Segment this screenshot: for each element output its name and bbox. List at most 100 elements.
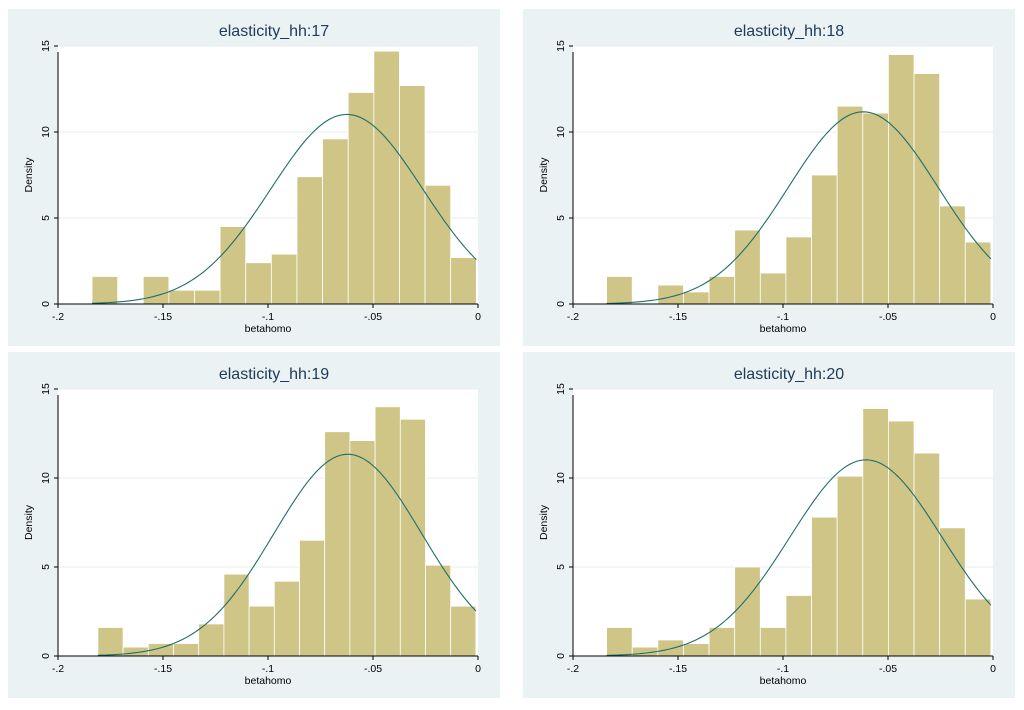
histogram-bar	[657, 639, 684, 657]
histogram-bar	[324, 431, 351, 657]
histogram-bar	[836, 475, 864, 657]
histogram-bar	[759, 627, 787, 657]
histogram-bar	[888, 54, 915, 305]
x-tick-label: 0	[475, 663, 481, 675]
x-tick-label: 0	[475, 311, 481, 323]
histogram-bar	[450, 257, 477, 305]
y-tick-label: 5	[40, 215, 52, 221]
histogram-bar	[888, 420, 915, 657]
histogram-bar	[374, 406, 401, 657]
histogram-chart-hh18: elasticity_hh:18 0 5 10 15 -.2 -.15 -.1 -.05 0 bet…	[538, 23, 996, 335]
y-tick-label: 0	[40, 301, 52, 307]
histogram-chart-hh20: elasticity_hh:20 0 5 10 15 -.2 -.15 -.1 -.05 0 bet…	[538, 366, 996, 687]
x-tick-label: -.2	[52, 311, 64, 323]
x-tick-label: -.2	[567, 311, 579, 323]
y-tick-label: 10	[555, 472, 567, 484]
y-axis-title: Density	[538, 504, 550, 540]
histogram-panel-hh18: elasticity_hh:18 0 5 10 15 -.2 -.15 -.1 -.05 0 bet…	[523, 9, 1015, 346]
x-tick-label: -.1	[262, 663, 274, 675]
y-tick-label: 15	[555, 40, 567, 52]
histogram-bar	[248, 605, 275, 657]
chart-title: elasticity_hh:17	[219, 23, 329, 40]
y-tick-label: 0	[555, 301, 567, 307]
x-axis-title: betahomo	[760, 323, 807, 335]
normal-density-curve	[606, 111, 992, 304]
histogram-bar	[219, 226, 247, 305]
histogram-bar	[399, 418, 426, 657]
histogram-bar	[97, 627, 124, 657]
y-tick-label: 5	[40, 564, 52, 570]
histogram-bar	[708, 627, 736, 657]
histogram-bar	[964, 241, 992, 305]
histogram-bar	[939, 205, 966, 305]
x-tick-label: -.2	[567, 663, 579, 675]
histogram-bar	[245, 262, 272, 305]
x-tick-label: -.05	[364, 311, 382, 323]
x-axis-title: betahomo	[245, 323, 292, 335]
histogram-bar	[347, 92, 375, 305]
y-tick-label: 10	[555, 126, 567, 138]
x-tick-label: -.05	[364, 663, 382, 675]
histogram-chart-hh17: elasticity_hh:17 0 5 10 15 -.2 -.15 -.1 -.05 0 bet…	[23, 23, 481, 335]
histogram-bar	[964, 598, 992, 657]
histogram-bar	[913, 73, 941, 305]
histogram-bar	[708, 276, 736, 305]
histogram-bar	[399, 85, 426, 305]
chart-title: elasticity_hh:18	[734, 23, 844, 40]
normal-density-curve	[92, 113, 477, 304]
x-tick-label: -.1	[777, 311, 789, 323]
y-tick-label: 10	[40, 126, 52, 138]
y-tick-label: 0	[40, 653, 52, 659]
histogram-bar	[373, 50, 400, 305]
y-axis-title: Density	[23, 157, 35, 193]
y-tick-label: 0	[555, 653, 567, 659]
histogram-bar	[198, 623, 225, 657]
x-tick-label: -.1	[777, 663, 789, 675]
histogram-bar	[785, 595, 812, 657]
x-tick-label: -.05	[879, 663, 897, 675]
x-tick-label: 0	[990, 311, 996, 323]
y-tick-label: 10	[40, 472, 52, 484]
histogram-bar	[785, 236, 812, 305]
x-axis-title: betahomo	[760, 675, 807, 687]
x-tick-label: -.15	[669, 663, 687, 675]
histogram-bar	[913, 452, 941, 657]
y-tick-label: 5	[555, 564, 567, 570]
normal-density-curve	[606, 459, 992, 656]
histogram-bar	[173, 643, 200, 657]
histogram-bar	[450, 605, 477, 657]
x-tick-label: -.15	[154, 663, 172, 675]
histogram-bar	[836, 105, 864, 305]
histogram-bar	[862, 112, 889, 305]
x-tick-label: 0	[990, 663, 996, 675]
x-tick-label: -.2	[52, 663, 64, 675]
y-tick-label: 15	[40, 383, 52, 395]
histogram-bar	[606, 627, 633, 657]
histogram-bar	[683, 643, 710, 657]
x-tick-label: -.1	[262, 311, 274, 323]
histogram-bar	[194, 289, 221, 305]
histogram-bar	[939, 527, 966, 657]
histogram-chart-hh19: elasticity_hh:19 0 5 10 15 -.2 -.15 -.1 -.05 0 bet…	[23, 366, 481, 687]
histogram-bar	[168, 289, 195, 305]
histogram-bar	[425, 564, 452, 657]
histogram-bar	[734, 566, 761, 657]
normal-density-curve	[97, 453, 477, 656]
histogram-panel-hh17: elasticity_hh:17 0 5 10 15 -.2 -.15 -.1 -.05 0 bet…	[8, 9, 500, 346]
x-tick-label: -.15	[154, 311, 172, 323]
histogram-bar	[606, 276, 633, 305]
y-tick-label: 5	[555, 215, 567, 221]
histogram-bar	[811, 516, 838, 657]
histogram-bar	[811, 174, 838, 305]
chart-title: elasticity_hh:19	[219, 366, 329, 383]
histogram-bar	[273, 580, 300, 657]
histogram-bar	[349, 440, 376, 657]
x-tick-label: -.05	[879, 311, 897, 323]
histogram-bar	[759, 272, 787, 305]
x-axis-title: betahomo	[245, 675, 292, 687]
y-axis-title: Density	[538, 157, 550, 193]
histogram-bar	[270, 253, 298, 305]
histogram-panel-hh20: elasticity_hh:20 0 5 10 15 -.2 -.15 -.1 -.05 0 bet…	[523, 352, 1015, 698]
histogram-bar	[424, 184, 452, 305]
histogram-bar	[322, 138, 349, 305]
